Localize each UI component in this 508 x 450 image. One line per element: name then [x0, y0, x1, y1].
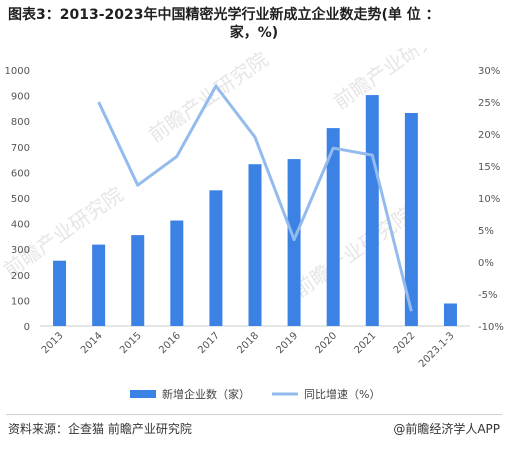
- bar: [131, 235, 145, 326]
- y-left-tick-label: 800: [11, 117, 30, 128]
- bar: [170, 220, 184, 326]
- legend-swatch-bars: [130, 390, 156, 398]
- y-right-tick-label: 20%: [478, 130, 500, 141]
- bar: [404, 113, 418, 327]
- x-tick-label: 2015: [118, 330, 144, 356]
- watermark-text: 前瞻产业研究院: [289, 202, 417, 302]
- y-left-tick-label: 700: [11, 143, 30, 154]
- y-left-tick-label: 400: [11, 220, 30, 231]
- x-tick-label: 2021: [353, 330, 379, 356]
- y-left-tick-label: 200: [11, 271, 30, 282]
- y-right-tick-label: 25%: [478, 98, 500, 109]
- chart-title: 图表3：2013-2023年中国精密光学行业新成立企业数走势(单 位 ： 家，%…: [8, 6, 500, 42]
- x-tick-label: 2020: [314, 330, 340, 356]
- x-tick-label: 2018: [235, 330, 261, 356]
- credit-note: @前瞻经济学人APP: [393, 422, 500, 436]
- y-left-tick-label: 600: [11, 168, 30, 179]
- bar: [326, 128, 340, 326]
- legend-label-bars: 新增企业数（家）: [162, 387, 250, 401]
- y-right-tick-label: -10%: [478, 322, 504, 333]
- y-right-tick-label: -5%: [478, 290, 497, 301]
- x-tick-label: 2022: [392, 330, 418, 356]
- bar: [248, 164, 262, 326]
- y-left-tick-label: 1000: [5, 66, 30, 77]
- y-right-tick-label: 5%: [478, 226, 494, 237]
- x-tick-label: 2017: [196, 330, 222, 356]
- y-left-tick-label: 0: [24, 322, 30, 333]
- bar: [53, 260, 67, 326]
- bar: [209, 190, 223, 326]
- combo-chart: 前瞻产业研究院前瞻产业研究院前瞻产业研究院前瞻产业研究院010020030040…: [0, 48, 504, 401]
- y-right-tick-label: 15%: [478, 162, 500, 173]
- x-tick-label: 2023.1-3: [417, 330, 457, 370]
- y-right-tick-label: 0%: [478, 258, 494, 269]
- footer-divider: [6, 414, 502, 415]
- y-right-tick-label: 30%: [478, 66, 500, 77]
- chart-title-line2: 家，%): [229, 25, 279, 41]
- y-left-tick-label: 500: [11, 194, 30, 205]
- x-tick-label: 2016: [157, 330, 183, 356]
- x-tick-label: 2014: [79, 330, 105, 356]
- watermark-text: 前瞻产业研究院: [329, 48, 457, 114]
- y-left-tick-label: 300: [11, 245, 30, 256]
- bar: [92, 244, 106, 326]
- y-right-tick-label: 10%: [478, 194, 500, 205]
- bar: [443, 303, 457, 326]
- bar: [287, 159, 301, 326]
- bar: [365, 95, 379, 326]
- chart-title-line1: 图表3：2013-2023年中国精密光学行业新成立企业数走势(单 位 ：: [8, 7, 440, 23]
- y-left-tick-label: 900: [11, 92, 30, 103]
- x-tick-label: 2013: [40, 330, 66, 356]
- legend-label-line: 同比增速（%）: [304, 387, 380, 401]
- x-tick-label: 2019: [274, 330, 300, 356]
- y-left-tick-label: 100: [11, 296, 30, 307]
- source-note: 资料来源：企查猫 前瞻产业研究院: [8, 422, 192, 436]
